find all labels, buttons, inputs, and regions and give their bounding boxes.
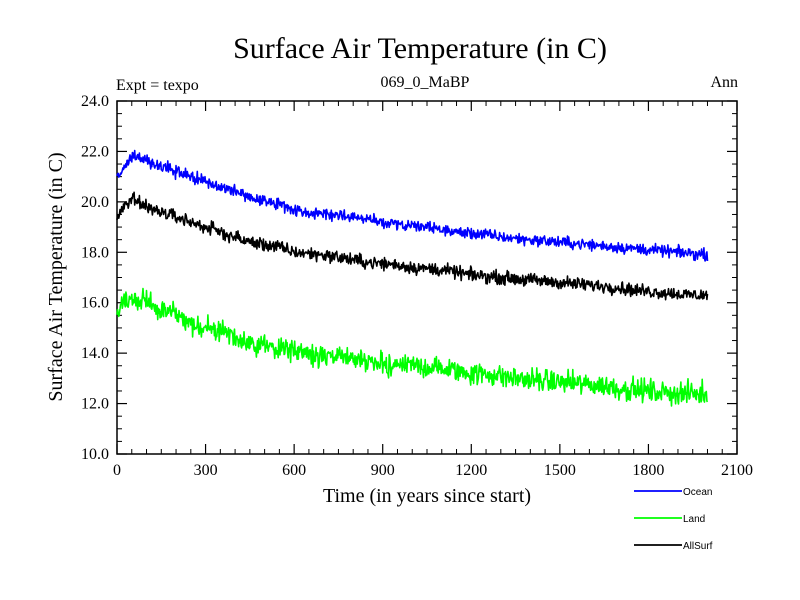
y-tick-label: 14.0 (81, 345, 109, 362)
x-axis: 0 300 600 900 1200 1500 1800 2100 (113, 101, 753, 479)
y-tick-label: 22.0 (81, 143, 109, 160)
y-axis: 10.0 12.0 14.0 16.0 18.0 20.0 22.0 24.0 (81, 93, 737, 463)
series-line-land (116, 287, 709, 407)
y-axis-label: Surface Air Temperature (in C) (45, 152, 67, 401)
series-group (116, 149, 709, 407)
x-tick-label: 900 (371, 462, 395, 479)
chart-title: Surface Air Temperature (in C) (233, 32, 607, 65)
y-tick-label: 20.0 (81, 194, 109, 211)
x-axis-label: Time (in years since start) (323, 485, 531, 507)
subtitle-season: Ann (710, 74, 738, 91)
series-line-allsurf (116, 191, 709, 301)
x-tick-label: 1800 (632, 462, 664, 479)
y-tick-label: 16.0 (81, 295, 109, 312)
y-tick-label: 12.0 (81, 396, 109, 413)
y-tick-label: 18.0 (81, 244, 109, 261)
legend-label-allsurf: AllSurf (683, 541, 713, 552)
x-tick-label: 0 (113, 462, 121, 479)
legend-label-land: Land (683, 514, 705, 525)
x-tick-label: 600 (282, 462, 306, 479)
x-tick-label: 2100 (721, 462, 753, 479)
subtitle-run: 069_0_MaBP (381, 74, 470, 91)
legend: Ocean Land AllSurf (634, 487, 713, 552)
legend-label-ocean: Ocean (683, 487, 712, 498)
subtitle-experiment: Expt = texpo (116, 77, 199, 94)
x-tick-label: 300 (194, 462, 218, 479)
x-tick-label: 1200 (455, 462, 487, 479)
plot-frame (116, 100, 738, 455)
y-tick-label: 10.0 (81, 446, 109, 463)
series-line-ocean (116, 149, 709, 262)
y-tick-label: 24.0 (81, 93, 109, 110)
x-tick-label: 1500 (544, 462, 576, 479)
